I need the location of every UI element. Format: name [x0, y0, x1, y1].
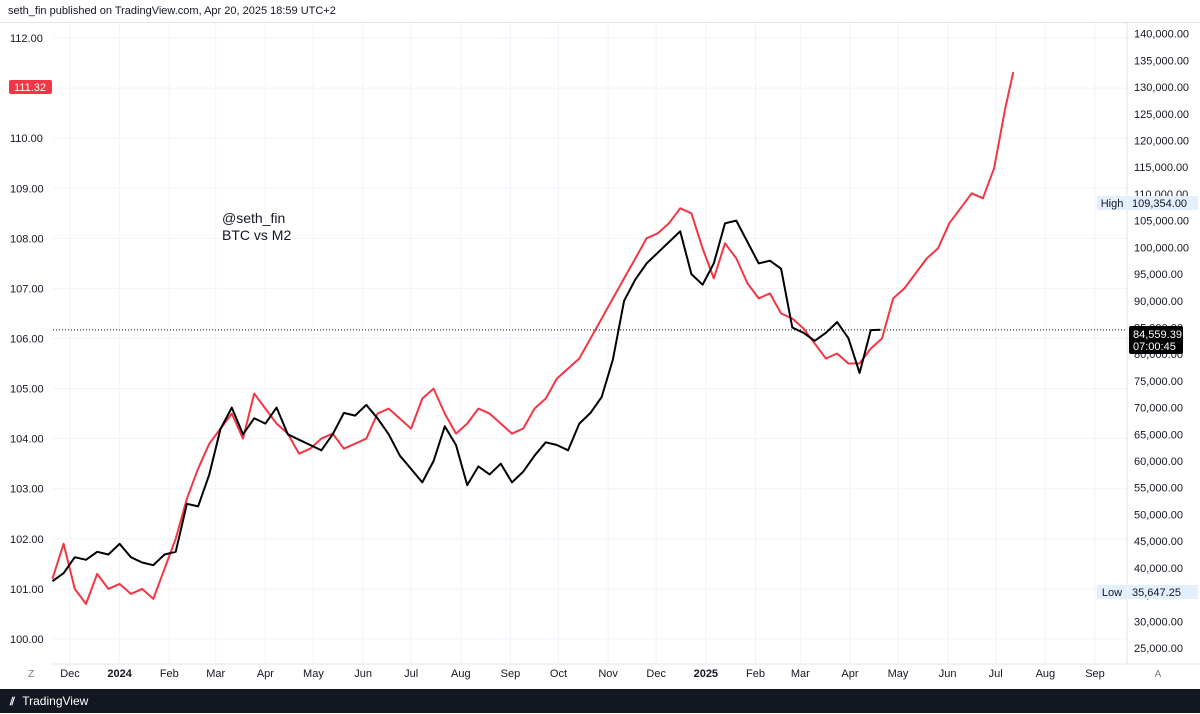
x-tick-label: Jul	[989, 668, 1003, 680]
right-tick-label: 95,000.00	[1134, 269, 1183, 281]
x-tick-label: Jun	[354, 668, 372, 680]
right-tick-label: 115,000.00	[1134, 162, 1188, 174]
left-tick-label: 108.00	[10, 233, 44, 245]
series-line-btc	[51, 219, 881, 583]
right-tick-label: 135,000.00	[1134, 55, 1189, 67]
right-tick-label: 50,000.00	[1134, 509, 1183, 521]
last-value-right-text: 84,559.39	[1133, 329, 1182, 341]
right-tick-label: 40,000.00	[1134, 563, 1183, 575]
right-tick-label: 140,000.00	[1134, 29, 1189, 41]
x-tick-label: Feb	[160, 668, 179, 680]
left-tick-label: 112.00	[10, 33, 43, 45]
low-value: 35,647.25	[1132, 587, 1181, 599]
last-value-left-badge: 111.32	[9, 80, 52, 94]
right-tick-label: 25,000.00	[1134, 643, 1183, 655]
x-tick-label: 2025	[694, 668, 718, 680]
x-tick-label: Aug	[1036, 668, 1056, 680]
chart-grid	[53, 23, 1127, 664]
left-tick-label: 105.00	[10, 384, 44, 396]
high-label: High	[1101, 198, 1124, 210]
x-tick-label: Dec	[60, 668, 80, 680]
left-tick-label: 102.00	[10, 534, 44, 546]
attribution-text: seth_fin published on TradingView.com, A…	[8, 5, 336, 17]
left-tick-label: 104.00	[10, 434, 44, 446]
x-tick-label: Dec	[646, 668, 666, 680]
x-tick-label: Nov	[598, 668, 618, 680]
left-tick-label: 107.00	[10, 283, 44, 295]
series-lines	[51, 71, 1015, 605]
scale-z-button[interactable]: Z	[28, 669, 34, 680]
high-marker: High 109,354.00	[1097, 196, 1198, 210]
last-value-right-badge: 84,559.39 07:00:45	[1129, 326, 1183, 354]
x-tick-label: Mar	[791, 668, 810, 680]
author-annotation: @seth_fin	[222, 210, 285, 226]
attribution-header: seth_fin published on TradingView.com, A…	[0, 0, 1200, 23]
low-label: Low	[1102, 587, 1122, 599]
right-tick-label: 90,000.00	[1134, 296, 1183, 308]
x-tick-label: Feb	[746, 668, 765, 680]
left-tick-label: 106.00	[10, 333, 44, 345]
x-tick-label: Aug	[451, 668, 471, 680]
tradingview-logo-icon[interactable]: ⫽	[10, 696, 15, 708]
left-tick-label: 103.00	[10, 484, 44, 496]
left-tick-label: 101.00	[10, 584, 44, 596]
x-tick-label: Sep	[1085, 668, 1105, 680]
left-price-scale[interactable]: 112.00111.00110.00109.00108.00107.00106.…	[10, 33, 44, 646]
time-scale[interactable]: Dec 2024 Feb Mar Apr May Jun Jul Aug Sep Oct Nov Dec…	[60, 668, 1105, 680]
low-marker: Low 35,647.25	[1097, 585, 1198, 599]
x-tick-label: May	[888, 668, 909, 680]
scale-a-button[interactable]: A	[1155, 669, 1162, 680]
price-chart[interactable]: 112.00111.00110.00109.00108.00107.00106.…	[0, 23, 1200, 689]
x-tick-label: Oct	[550, 668, 567, 680]
x-tick-label: Jun	[939, 668, 957, 680]
x-tick-label: Apr	[841, 668, 858, 680]
right-tick-label: 30,000.00	[1134, 616, 1183, 628]
right-tick-label: 100,000.00	[1134, 242, 1189, 254]
right-tick-label: 130,000.00	[1134, 82, 1189, 94]
x-tick-label: May	[303, 668, 324, 680]
footer-brand[interactable]: TradingView	[22, 694, 89, 708]
chart-label-annotation: BTC vs M2	[222, 227, 291, 243]
right-tick-label: 120,000.00	[1134, 136, 1189, 148]
countdown-text: 07:00:45	[1133, 341, 1176, 353]
right-tick-label: 125,000.00	[1134, 109, 1189, 121]
right-tick-label: 75,000.00	[1134, 376, 1183, 388]
x-tick-label: Sep	[501, 668, 521, 680]
right-tick-label: 60,000.00	[1134, 456, 1183, 468]
x-tick-label: Apr	[257, 668, 274, 680]
footer-bar: ⫽ TradingView	[0, 689, 1200, 713]
x-tick-label: 2024	[107, 668, 132, 680]
left-tick-label: 109.00	[10, 183, 44, 195]
right-tick-label: 70,000.00	[1134, 403, 1183, 415]
last-value-left-text: 111.32	[14, 82, 46, 94]
right-tick-label: 45,000.00	[1134, 536, 1183, 548]
left-tick-label: 110.00	[10, 133, 43, 145]
x-tick-label: Jul	[404, 668, 418, 680]
high-value: 109,354.00	[1132, 198, 1187, 210]
left-tick-label: 100.00	[10, 634, 44, 646]
x-tick-label: Mar	[206, 668, 225, 680]
right-tick-label: 65,000.00	[1134, 429, 1183, 441]
right-tick-label: 55,000.00	[1134, 483, 1183, 495]
right-tick-label: 105,000.00	[1134, 216, 1189, 228]
